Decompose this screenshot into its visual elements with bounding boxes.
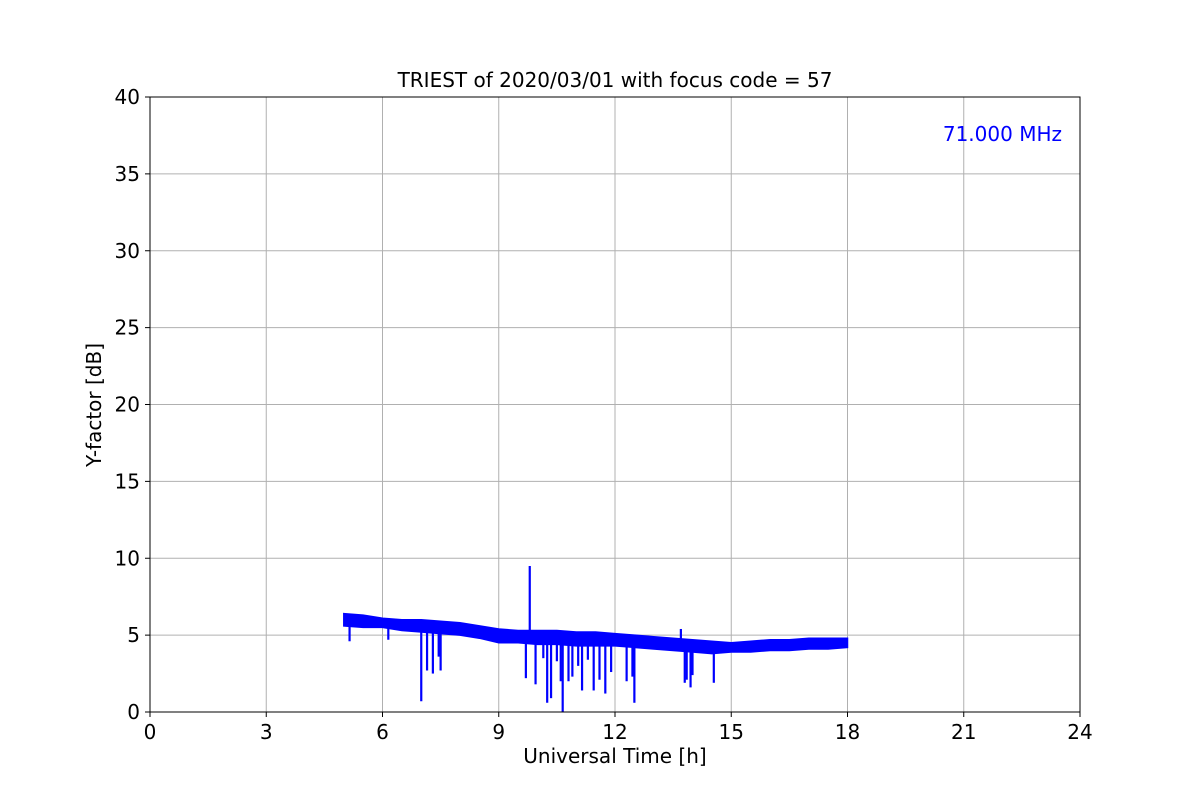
chart-title: TRIEST of 2020/03/01 with focus code = 5… bbox=[397, 68, 833, 92]
y-tick-label: 0 bbox=[127, 700, 140, 724]
y-axis-label: Y-factor [dB] bbox=[82, 343, 106, 468]
series-layer bbox=[343, 565, 849, 712]
x-tick-label: 21 bbox=[951, 720, 976, 744]
x-tick-label: 18 bbox=[835, 720, 860, 744]
y-tick-label: 20 bbox=[115, 393, 140, 417]
x-tick-label: 12 bbox=[602, 720, 627, 744]
x-axis-label: Universal Time [h] bbox=[523, 744, 706, 768]
y-tick-label: 40 bbox=[115, 85, 140, 109]
y-tick-label: 5 bbox=[127, 623, 140, 647]
y-tick-label: 35 bbox=[115, 162, 140, 186]
y-tick-label: 15 bbox=[115, 469, 140, 493]
x-tick-label: 15 bbox=[719, 720, 744, 744]
x-tick-label: 9 bbox=[492, 720, 505, 744]
y-tick-label: 25 bbox=[115, 316, 140, 340]
x-tick-label: 6 bbox=[376, 720, 389, 744]
x-axis-ticks: 0 3 6 9 12 15 18 21 24 bbox=[144, 712, 1093, 744]
frequency-annotation: 71.000 MHz bbox=[943, 122, 1062, 146]
y-tick-label: 30 bbox=[115, 239, 140, 263]
x-tick-label: 0 bbox=[144, 720, 157, 744]
x-tick-label: 3 bbox=[260, 720, 273, 744]
y-tick-label: 10 bbox=[115, 546, 140, 570]
x-tick-label: 24 bbox=[1067, 720, 1092, 744]
series-band bbox=[343, 612, 849, 655]
plot-area: 0 3 6 9 12 15 18 21 24 0 5 10 15 20 25 30 35 40 bbox=[115, 85, 1093, 744]
y-axis-ticks: 0 5 10 15 20 25 30 35 40 bbox=[115, 85, 150, 724]
